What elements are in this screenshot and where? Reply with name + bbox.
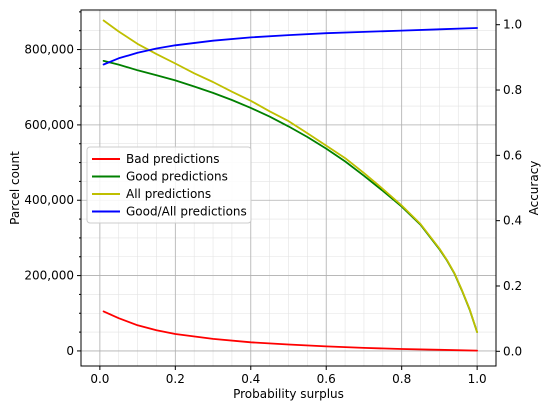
legend-label-good-predictions: Good predictions xyxy=(126,170,228,184)
legend-label-all-predictions: All predictions xyxy=(126,187,211,201)
x-tick-label: 1.0 xyxy=(468,372,487,386)
right-y-tick-label: 0.2 xyxy=(503,279,522,293)
right-y-tick-label: 0.4 xyxy=(503,214,522,228)
left-y-tick-label: 800,000 xyxy=(24,43,74,57)
x-tick-label: 0.2 xyxy=(166,372,185,386)
left-y-tick-label: 400,000 xyxy=(24,193,74,207)
x-tick-label: 0.8 xyxy=(392,372,411,386)
plot-lines xyxy=(102,19,479,352)
series-line-good-all-predictions xyxy=(102,27,479,66)
right-y-axis-label: Accuracy xyxy=(527,161,541,216)
x-axis-label: Probability surplus xyxy=(233,387,344,401)
x-tick-label: 0.4 xyxy=(241,372,260,386)
x-tick-label: 0.0 xyxy=(90,372,109,386)
plot-frame xyxy=(80,9,497,367)
right-y-tick-label: 0.0 xyxy=(503,344,522,358)
legend: Bad predictions Good predictions All predi… xyxy=(86,146,252,224)
left-y-tick-label: 600,000 xyxy=(24,118,74,132)
right-y-tick-label: 0.6 xyxy=(503,148,522,162)
left-y-axis-label: Parcel count xyxy=(8,151,22,225)
left-y-tick-label: 200,000 xyxy=(24,269,74,283)
right-y-tick-label: 0.8 xyxy=(503,83,522,97)
series-line-all-predictions xyxy=(102,19,479,334)
left-y-tick-label: 0 xyxy=(66,344,74,358)
x-tick-label: 0.6 xyxy=(317,372,336,386)
right-y-tick-label: 1.0 xyxy=(503,18,522,32)
legend-box xyxy=(86,146,252,224)
legend-label-bad-predictions: Bad predictions xyxy=(126,152,219,166)
axis-ticks: 0.0 0.2 0.4 0.6 0.8 1.0 0 200,000 400,000 600,000… xyxy=(24,11,522,386)
series-line-bad-predictions xyxy=(102,310,479,352)
legend-label-good-all-predictions: Good/All predictions xyxy=(126,205,247,219)
